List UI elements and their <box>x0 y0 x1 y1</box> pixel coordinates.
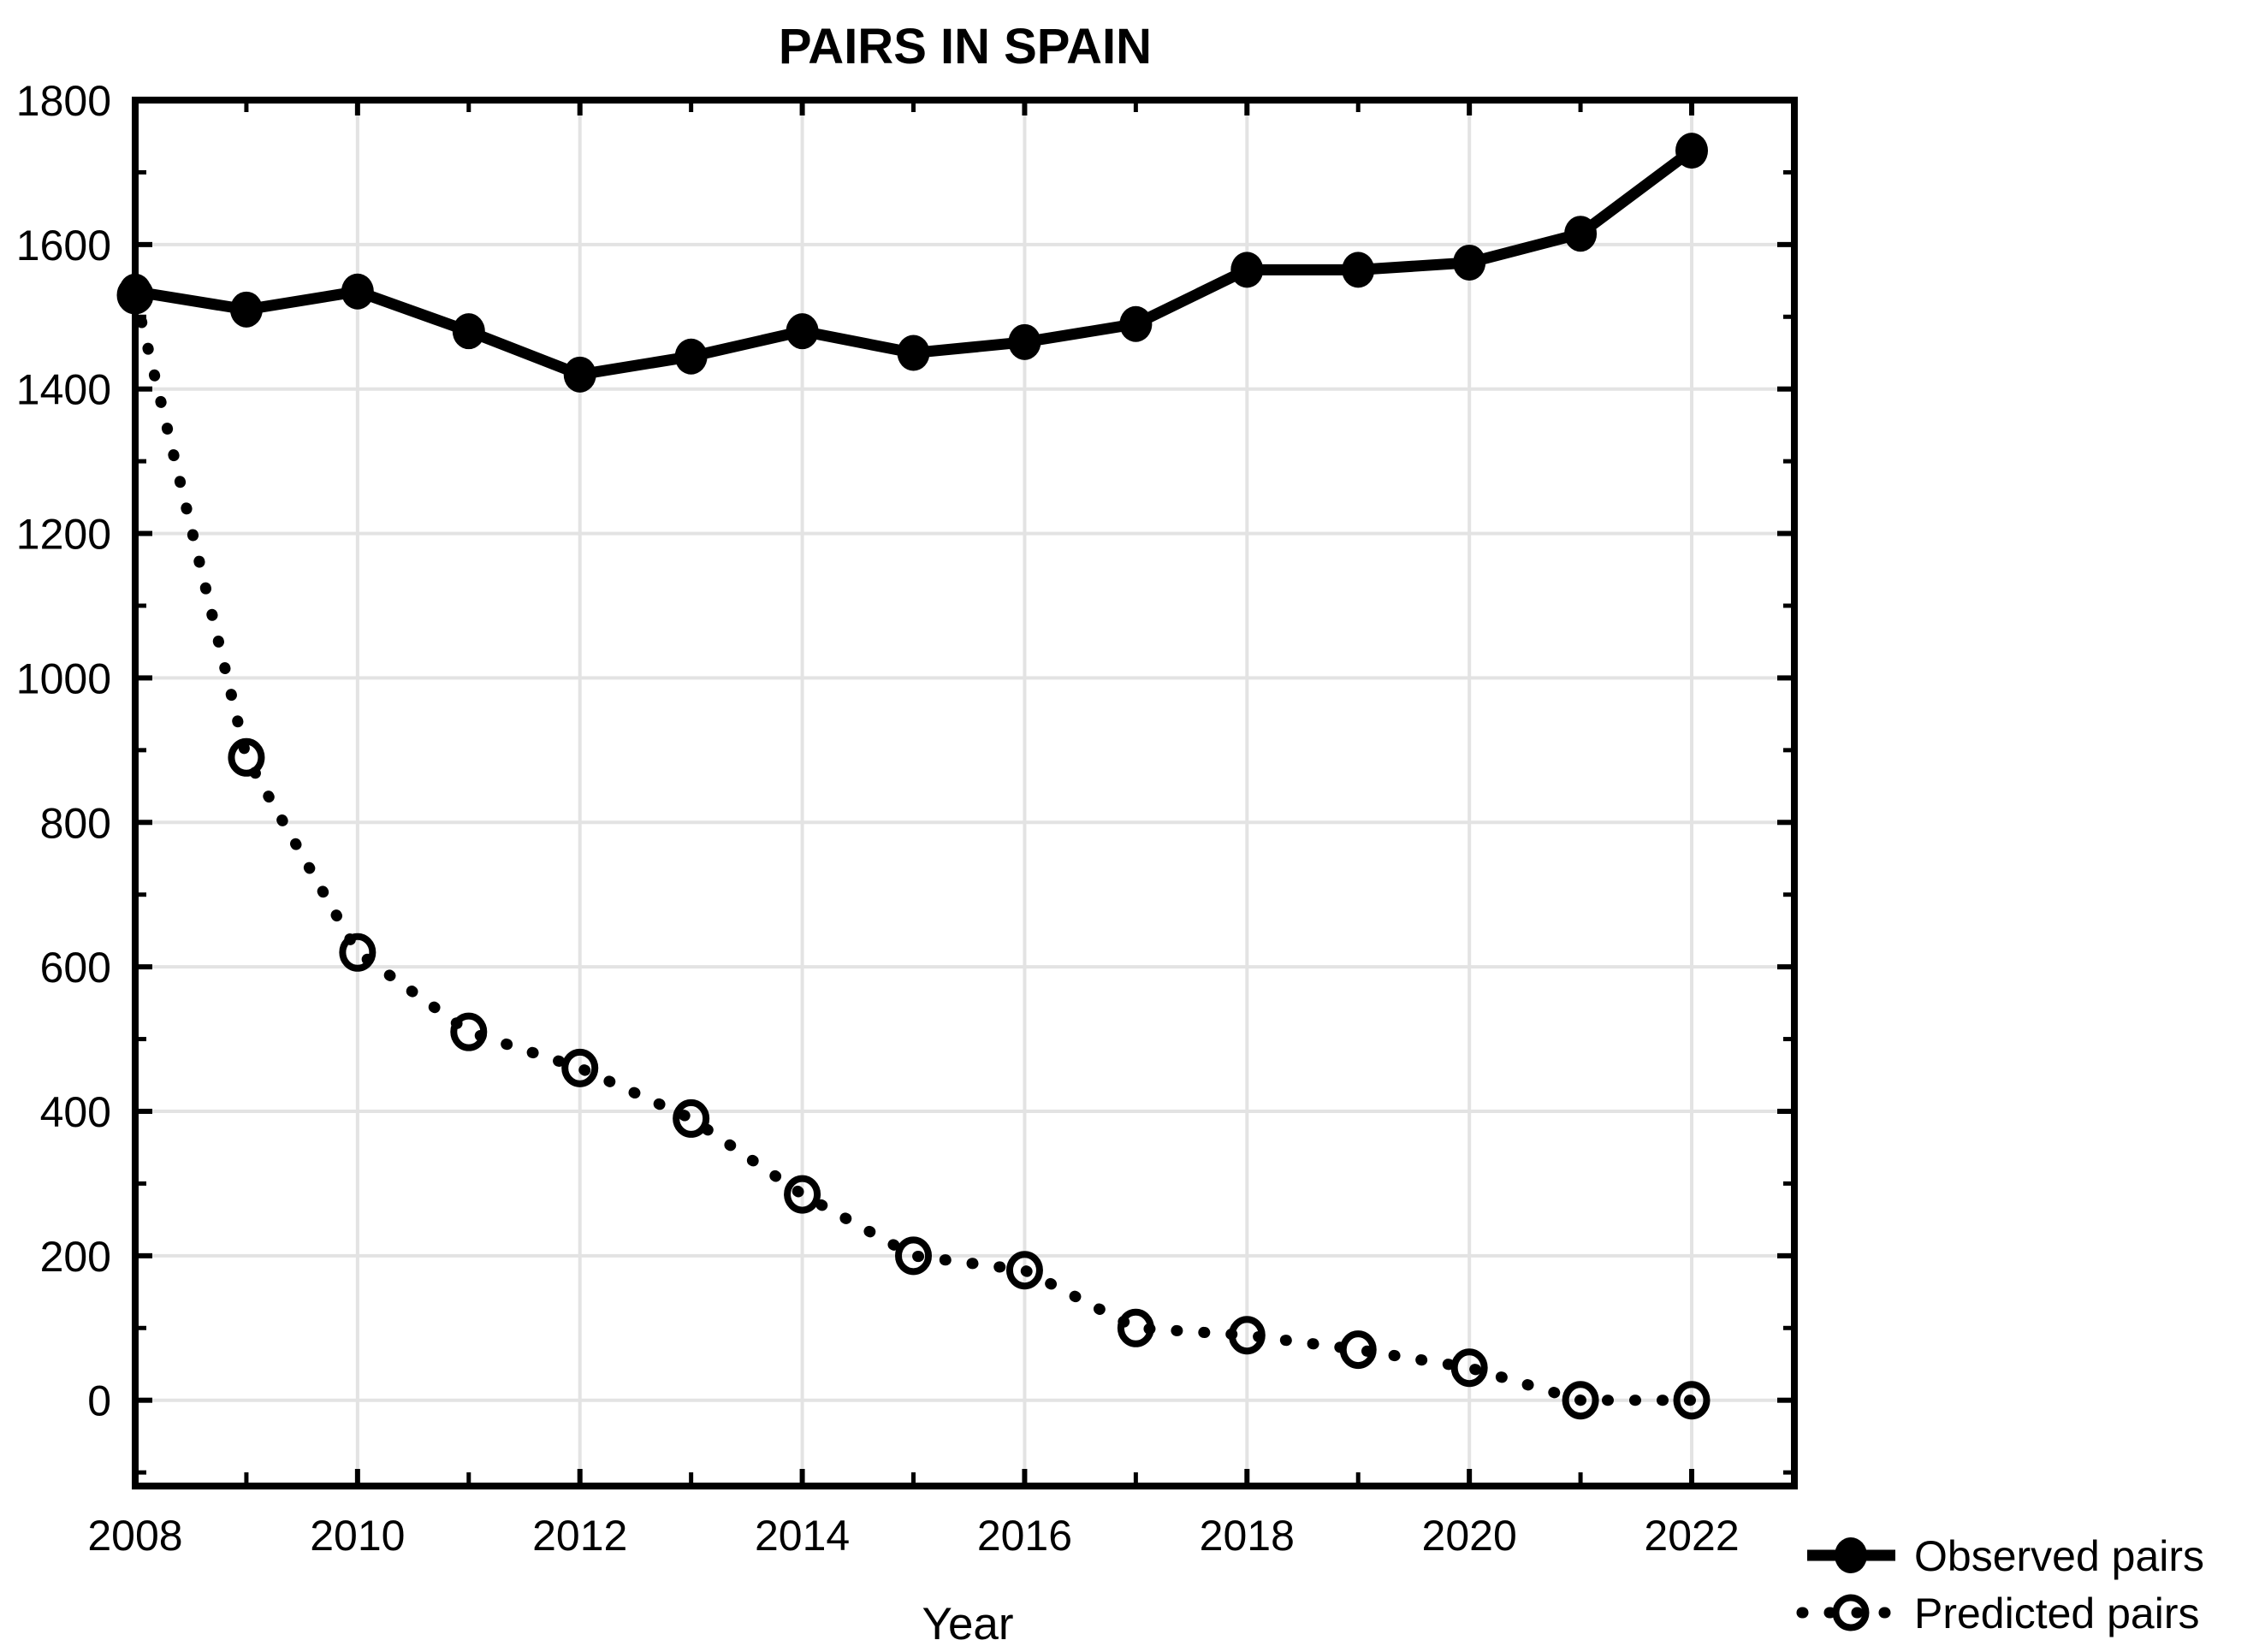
predicted-marker <box>1005 1251 1043 1290</box>
y-tick-label: 800 <box>40 799 111 847</box>
predicted-marker <box>1673 1381 1711 1420</box>
predicted-marker <box>784 1175 821 1214</box>
x-tick-label: 2014 <box>755 1512 850 1560</box>
predicted-marker <box>339 933 376 972</box>
x-tick-label: 2018 <box>1200 1512 1295 1560</box>
x-tick-label: 2020 <box>1422 1512 1517 1560</box>
observed-marker <box>1453 244 1486 281</box>
y-tick-label: 1000 <box>16 654 111 702</box>
predicted-marker <box>228 737 265 777</box>
predicted-marker <box>1117 1308 1154 1347</box>
observed-marker <box>452 313 485 350</box>
y-tick-label: 1200 <box>16 511 111 559</box>
predicted-marker <box>1228 1316 1266 1355</box>
x-tick-label: 2012 <box>532 1512 627 1560</box>
x-tick-label: 2010 <box>310 1512 405 1560</box>
frame-layer <box>132 97 1798 1489</box>
x-tick-label: 2016 <box>977 1512 1072 1560</box>
legend-predicted-marker-icon <box>1832 1594 1870 1631</box>
y-tick-label: 200 <box>40 1233 111 1281</box>
observed-marker <box>341 273 374 310</box>
predicted-marker <box>673 1098 710 1138</box>
predicted-marker <box>561 1048 599 1087</box>
y-tick-label: 1600 <box>16 222 111 269</box>
predicted-marker <box>1450 1348 1488 1388</box>
plot-frame <box>132 97 1798 1489</box>
observed-marker <box>786 313 819 350</box>
observed-marker <box>1119 305 1153 342</box>
observed-marker <box>229 291 263 328</box>
tick-layer <box>133 97 1791 1483</box>
legend-observed-label: Observed pairs <box>1914 1532 2204 1580</box>
predicted-line <box>129 289 1698 1406</box>
chart-title: PAIRS IN SPAIN <box>779 19 1152 74</box>
legend: Observed pairs Predicted pairs <box>1796 1532 2204 1637</box>
y-tick-label: 600 <box>40 944 111 992</box>
x-tick-label: 2008 <box>87 1512 182 1560</box>
y-tick-label: 0 <box>87 1377 111 1425</box>
observed-marker <box>119 273 151 310</box>
series-layer <box>116 133 1711 1420</box>
observed-marker <box>1564 216 1598 252</box>
observed-marker <box>674 338 708 375</box>
x-tick-label: 2022 <box>1644 1512 1739 1560</box>
predicted-marker <box>895 1236 933 1276</box>
y-tick-label: 400 <box>40 1088 111 1136</box>
observed-marker <box>1230 252 1264 288</box>
legend-predicted-label: Predicted pairs <box>1914 1590 2200 1637</box>
predicted-marker <box>1339 1330 1377 1370</box>
y-tick-label: 1400 <box>16 366 111 414</box>
legend-item-predicted: Predicted pairs <box>1796 1590 2200 1637</box>
tick-label-layer: 2008 2010 2012 2014 2016 2018 2020 2022 0 200 400 6… <box>16 77 1740 1560</box>
observed-marker <box>897 335 930 371</box>
x-axis-title: Year <box>922 1599 1013 1649</box>
observed-marker <box>563 356 596 393</box>
legend-observed-marker-icon <box>1835 1537 1867 1573</box>
observed-marker <box>1008 323 1041 360</box>
y-tick-label: 1800 <box>16 77 111 125</box>
predicted-marker <box>1562 1381 1599 1420</box>
grid-layer <box>135 100 1794 1486</box>
observed-marker <box>1675 133 1709 169</box>
predicted-marker <box>450 1012 488 1051</box>
observed-marker <box>1342 252 1375 288</box>
legend-item-observed: Observed pairs <box>1807 1532 2204 1580</box>
